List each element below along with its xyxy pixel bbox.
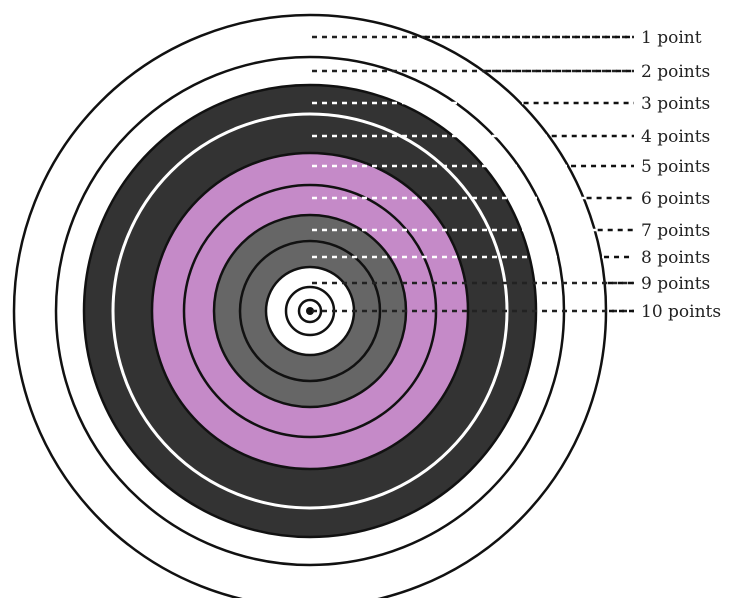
- ring-label-1: 1 point: [641, 28, 702, 48]
- ring-label-8: 8 points: [641, 248, 710, 268]
- center-dot: [306, 307, 314, 315]
- ring-label-10: 10 points: [641, 302, 721, 322]
- ring-label-7: 7 points: [641, 221, 710, 241]
- ring-label-5: 5 points: [641, 157, 710, 177]
- target-rings: [12, 13, 608, 598]
- ring-label-3: 3 points: [641, 94, 710, 114]
- ring-label-4: 4 points: [641, 127, 710, 147]
- ring-label-9: 9 points: [641, 274, 710, 294]
- leader-lines: [312, 35, 634, 313]
- ring-label-6: 6 points: [641, 189, 710, 209]
- inner-ten-ring: [297, 298, 323, 324]
- ring-labels: 1 point 2 points 3 points 4 points 5 points 6…: [641, 28, 721, 322]
- ring-label-2: 2 points: [641, 62, 710, 82]
